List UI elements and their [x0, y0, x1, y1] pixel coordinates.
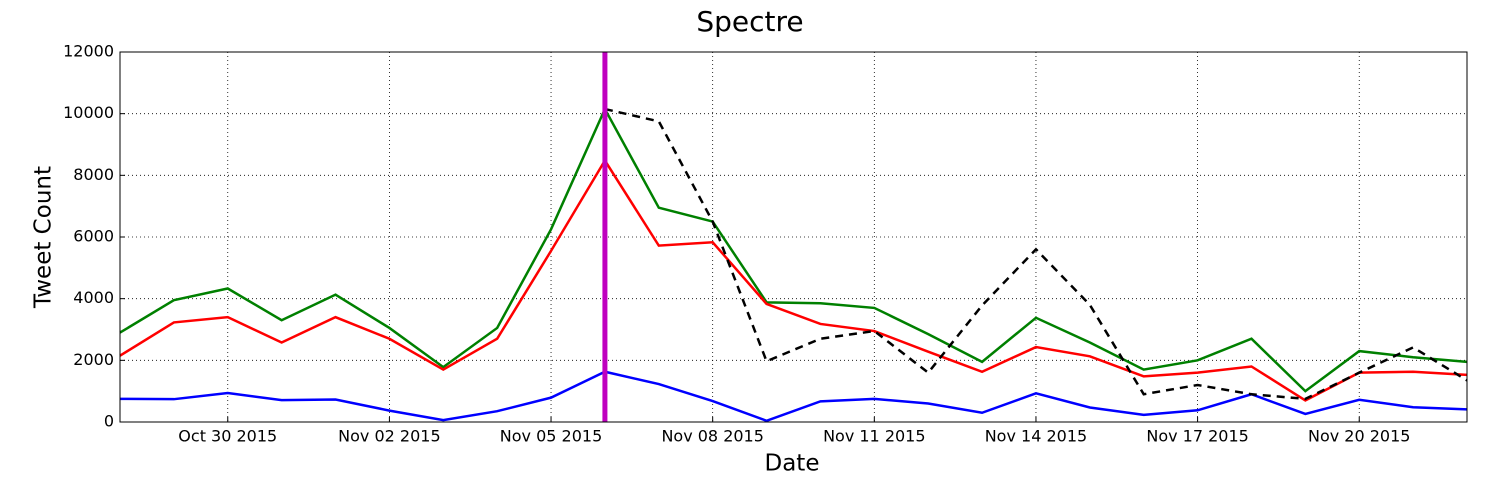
x-tick-label: Oct 30 2015 [178, 427, 277, 446]
x-tick-label: Nov 14 2015 [985, 427, 1087, 446]
line-series [119, 370, 1468, 423]
y-tick-label: 0 [104, 412, 114, 431]
y-tick-label: 10000 [63, 103, 114, 122]
line-series [119, 158, 1468, 402]
line-series [119, 106, 1468, 393]
x-tick-label: Nov 02 2015 [338, 427, 440, 446]
x-tick-label: Nov 17 2015 [1146, 427, 1248, 446]
y-tick-label: 6000 [73, 227, 114, 246]
x-tick-label: Nov 11 2015 [823, 427, 925, 446]
x-tick-label: Nov 20 2015 [1308, 427, 1410, 446]
x-tick-label: Nov 08 2015 [661, 427, 763, 446]
x-tick-label: Nov 05 2015 [500, 427, 602, 446]
plot-frame [119, 51, 1468, 423]
chart-title: Spectre [696, 5, 803, 38]
y-tick-label: 4000 [73, 288, 114, 307]
line-series [604, 107, 1468, 401]
y-tick-label: 12000 [63, 42, 114, 61]
x-axis-label: Date [765, 451, 820, 477]
y-axis-label: Tweet Count [31, 166, 57, 309]
y-tick-label: 8000 [73, 165, 114, 184]
y-tick-label: 2000 [73, 350, 114, 369]
